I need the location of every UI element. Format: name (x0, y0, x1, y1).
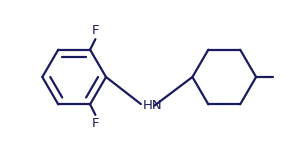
Text: HN: HN (142, 99, 162, 112)
Text: F: F (91, 117, 99, 130)
Text: F: F (91, 24, 99, 37)
